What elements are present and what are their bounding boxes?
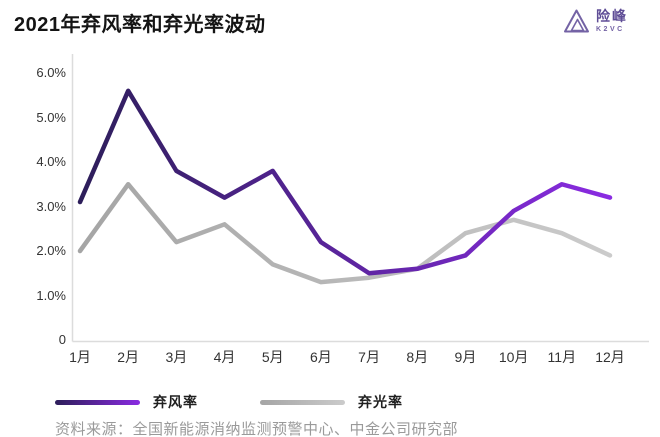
x-axis-label: 6月 [310,349,332,365]
x-axis-label: 9月 [454,349,477,365]
k2vc-logo: 险峰 K2VC [563,8,628,34]
y-axis-tick: 3.0% [36,198,66,214]
series-line-wind-curtailment-rate [77,88,613,276]
x-axis-label: 4月 [213,349,236,365]
legend-swatch-wind-curtailment-rate [55,399,140,405]
x-axis-label: 3月 [165,349,188,365]
legend-label: 弃风率 [153,394,198,410]
y-axis-tick: 2.0% [36,243,66,258]
x-axis-label: 8月 [406,349,429,365]
legend-item-solar-curtailment-rate: 弃光率 [260,392,403,412]
x-axis-label: 2月 [117,349,140,365]
x-axis-label: 11月 [547,349,577,365]
y-axis-tick: 4.0% [36,154,66,169]
y-axis-tick: 5.0% [36,109,66,125]
x-axis-label: 12月 [595,349,625,365]
k2vc-logo-icon [564,9,589,33]
x-axis-label: 5月 [261,349,284,365]
y-axis-tick: 6.0% [36,65,66,80]
x-axis-label: 1月 [69,349,91,365]
series-line-solar-curtailment-rate [77,182,613,285]
x-axis-label: 10月 [498,349,529,365]
y-axis-tick: 0 [58,332,66,347]
x-axis-label: 7月 [358,349,380,365]
legend-item-wind-curtailment-rate: 弃风率 [55,392,198,412]
logo-name: 险峰 [596,8,628,24]
legend-label: 弃光率 [358,394,403,410]
chart-legend: 弃风率 弃光率 [55,392,403,412]
legend-swatch-solar-curtailment-rate [260,399,345,405]
logo-sub: K2VC [596,26,625,33]
page-title: 2021年弃风率和弃光率波动 [14,14,266,36]
source-note: 资料来源：全国新能源消纳监测预警中心、中金公司研究部 [55,421,459,437]
y-axis-tick: 1.0% [36,287,66,303]
